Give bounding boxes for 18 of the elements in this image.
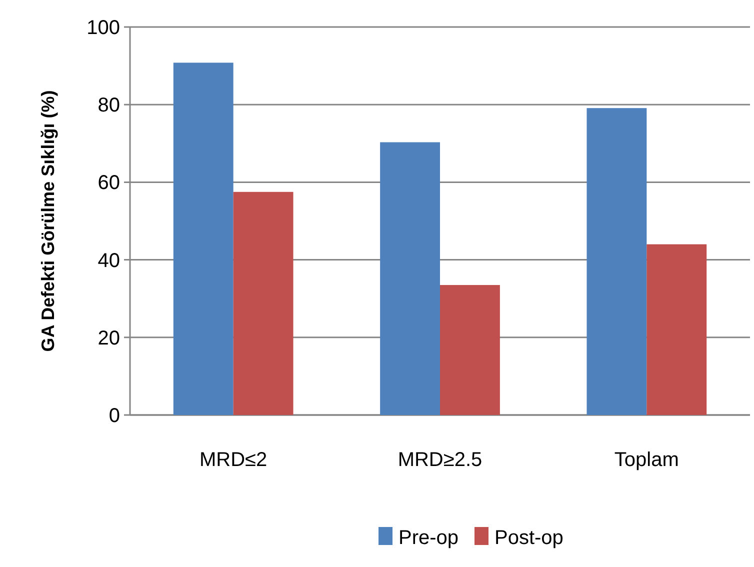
y-tick-label: 20 — [98, 327, 120, 350]
x-tick-label: MRD≥2.5 — [398, 449, 482, 471]
y-tick-label: 80 — [98, 94, 120, 117]
bar — [380, 142, 440, 415]
y-tick-label: 100 — [86, 17, 120, 39]
bar — [586, 108, 647, 415]
bar — [233, 192, 294, 415]
bar — [440, 285, 500, 415]
legend-label: Pre-op — [398, 527, 459, 549]
x-tick-label: Toplam — [614, 449, 679, 471]
y-tick-label: 0 — [108, 405, 120, 427]
bar — [173, 62, 234, 415]
bar — [646, 244, 707, 415]
y-tick-label: 60 — [98, 172, 120, 194]
legend-label: Post-op — [494, 527, 564, 549]
y-axis-title: GA Defekti Görülme Sıklığı (%) — [38, 90, 58, 352]
y-tick-label: 40 — [98, 250, 120, 272]
x-tick-label: MRD≤2 — [200, 449, 268, 471]
